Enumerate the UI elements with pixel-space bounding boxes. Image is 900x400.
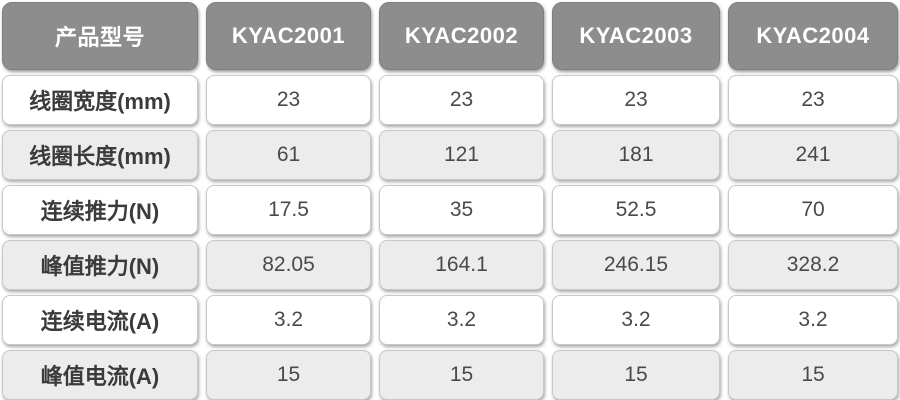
row-label: 连续电流(A): [2, 295, 198, 345]
value-cell: 15: [379, 350, 544, 400]
value-cell: 23: [206, 75, 371, 125]
value-cell: 61: [206, 130, 371, 180]
value-cell: 3.2: [552, 295, 720, 345]
value-cell: 15: [728, 350, 898, 400]
value-cell: 52.5: [552, 185, 720, 235]
value-cell: 164.1: [379, 240, 544, 290]
value-cell: 15: [206, 350, 371, 400]
value-cell: 17.5: [206, 185, 371, 235]
value-cell: 15: [552, 350, 720, 400]
row-label: 线圈宽度(mm): [2, 75, 198, 125]
value-cell: 23: [379, 75, 544, 125]
header-cell-kyac2003: KYAC2003: [552, 2, 720, 70]
value-cell: 121: [379, 130, 544, 180]
value-cell: 3.2: [728, 295, 898, 345]
value-cell: 328.2: [728, 240, 898, 290]
header-cell-kyac2001: KYAC2001: [206, 2, 371, 70]
row-label: 峰值电流(A): [2, 350, 198, 400]
header-cell-kyac2002: KYAC2002: [379, 2, 544, 70]
header-cell-kyac2004: KYAC2004: [728, 2, 898, 70]
row-label: 峰值推力(N): [2, 240, 198, 290]
header-cell-product-model: 产品型号: [2, 2, 198, 70]
row-label: 连续推力(N): [2, 185, 198, 235]
value-cell: 23: [552, 75, 720, 125]
value-cell: 241: [728, 130, 898, 180]
value-cell: 246.15: [552, 240, 720, 290]
value-cell: 3.2: [206, 295, 371, 345]
value-cell: 181: [552, 130, 720, 180]
row-label: 线圈长度(mm): [2, 130, 198, 180]
value-cell: 23: [728, 75, 898, 125]
value-cell: 3.2: [379, 295, 544, 345]
value-cell: 70: [728, 185, 898, 235]
value-cell: 35: [379, 185, 544, 235]
value-cell: 82.05: [206, 240, 371, 290]
